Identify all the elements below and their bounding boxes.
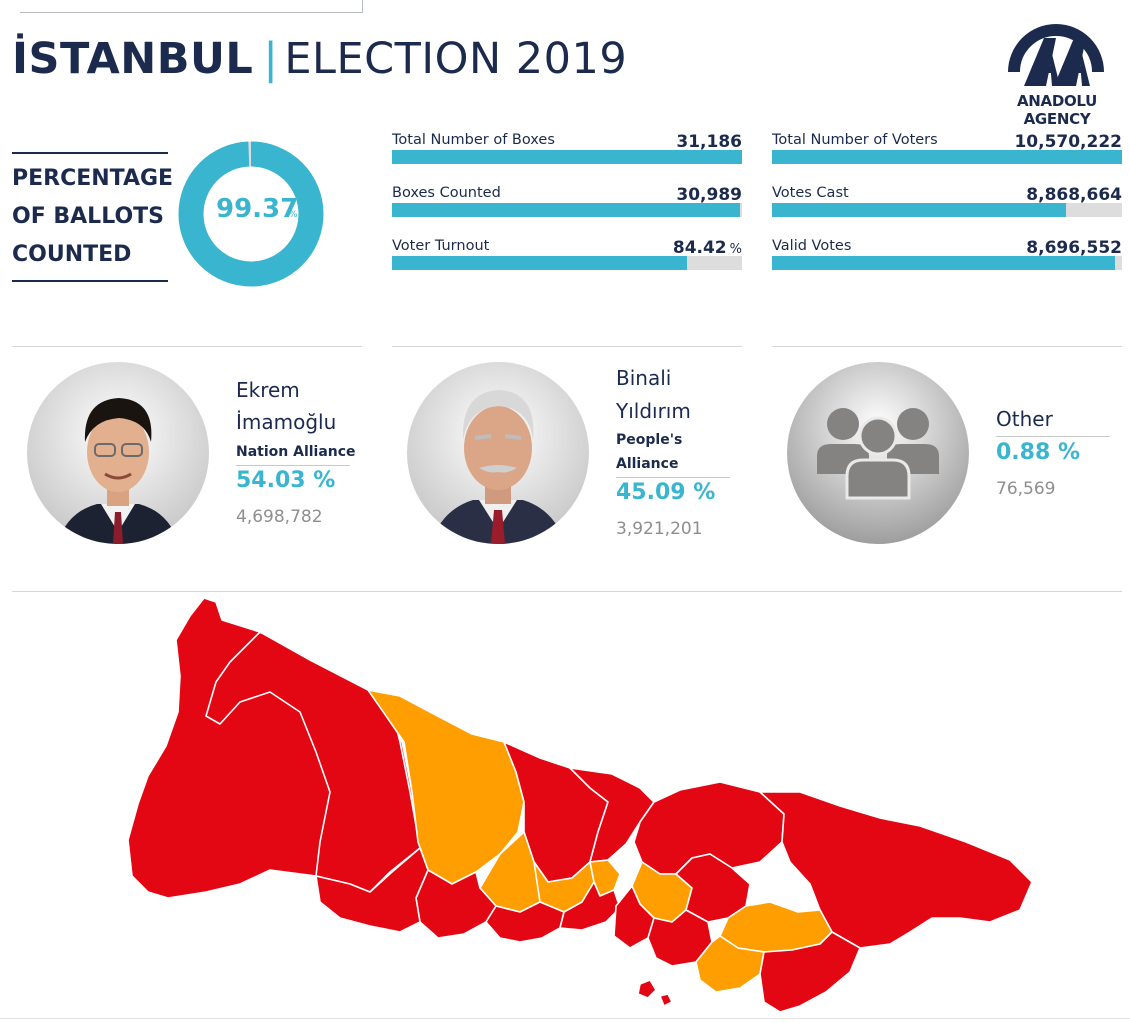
stat-label: Valid Votes xyxy=(772,238,852,254)
candidate-votes: 76,569 xyxy=(996,479,1056,499)
map-region-esenyurt xyxy=(315,847,429,933)
other-photo xyxy=(787,362,969,544)
page-title: İSTANBUL | ELECTION 2019 xyxy=(12,34,627,84)
person-portrait-icon xyxy=(407,362,589,544)
candidate-percent: 54.03 % xyxy=(236,468,336,493)
ballots-label-line1: PERCENTAGE xyxy=(12,166,174,191)
ballots-label: PERCENTAGE OF BALLOTS COUNTED xyxy=(12,152,174,282)
candidate-party: Nation Alliance xyxy=(236,444,356,460)
donut-fill xyxy=(178,141,324,287)
stat-bar-fill xyxy=(772,256,1116,270)
map-region-arnavutkoy xyxy=(367,689,525,885)
stat-value: 30,989 xyxy=(676,185,742,205)
stat-total-voters: Total Number of Voters 10,570,222 xyxy=(772,132,1122,176)
candidate-party-line2: Alliance xyxy=(616,456,679,472)
map-region-island xyxy=(637,979,657,999)
stat-value-number: 8,868,664 xyxy=(1026,185,1122,205)
map-region-south-eu-2 xyxy=(485,901,565,943)
divider xyxy=(772,346,1122,347)
stat-value: 8,868,664 xyxy=(1026,185,1122,205)
bottom-divider xyxy=(0,1018,1130,1019)
divider xyxy=(12,346,362,347)
ballots-label-line2: OF BALLOTS xyxy=(12,204,164,229)
stat-value-number: 30,989 xyxy=(676,185,742,205)
stat-boxes-counted: Boxes Counted 30,989 xyxy=(392,185,742,229)
stat-value: 84.42% xyxy=(673,238,742,258)
stat-value: 31,186 xyxy=(676,132,742,152)
stat-valid-votes: Valid Votes 8,696,552 xyxy=(772,238,1122,282)
stat-bar-fill xyxy=(392,203,740,217)
candidate-name-line1: Other xyxy=(996,407,1053,431)
stat-value: 8,696,552 xyxy=(1026,238,1122,258)
stat-label: Total Number of Voters xyxy=(772,132,938,148)
map-region-pendik xyxy=(695,935,765,993)
stat-votes-cast: Votes Cast 8,868,664 xyxy=(772,185,1122,229)
stat-bar-fill xyxy=(772,150,1122,164)
title-separator: | xyxy=(263,34,279,84)
candidate-percent: 0.88 % xyxy=(996,440,1080,465)
aa-logo-icon xyxy=(1008,24,1104,86)
candidate-name-line1: Binali xyxy=(616,366,672,390)
yildirim-photo xyxy=(407,362,589,544)
candidate-name-line1: Ekrem xyxy=(236,378,300,402)
stat-label: Votes Cast xyxy=(772,185,849,201)
group-icon xyxy=(787,362,969,544)
stat-value-number: 31,186 xyxy=(676,132,742,152)
stat-label: Voter Turnout xyxy=(392,238,490,254)
stat-total-boxes: Total Number of Boxes 31,186 xyxy=(392,132,742,176)
ballots-percent-unit: % xyxy=(289,210,298,220)
candidate-votes: 4,698,782 xyxy=(236,507,323,527)
stat-value-unit: % xyxy=(729,242,742,257)
divider xyxy=(392,346,742,347)
candidate-percent: 45.09 % xyxy=(616,480,716,505)
candidate-name-line2: Yıldırım xyxy=(616,399,691,423)
map-region-sile xyxy=(759,791,1033,949)
candidate-rule xyxy=(996,436,1110,437)
logo-text: ANADOLU AGENCY xyxy=(1016,92,1098,128)
title-subtitle: ELECTION 2019 xyxy=(284,34,628,84)
stat-value-number: 8,696,552 xyxy=(1026,238,1122,258)
anadolu-logo: ANADOLU AGENCY xyxy=(994,14,1120,128)
candidate-rule xyxy=(236,465,350,466)
stat-label: Total Number of Boxes xyxy=(392,132,555,148)
stat-value: 10,570,222 xyxy=(1014,132,1122,152)
ballots-donut xyxy=(178,141,324,287)
map-region-tuzla xyxy=(759,931,861,1013)
map-region-island-2 xyxy=(659,993,673,1007)
stat-bar xyxy=(392,256,742,270)
ballots-percent: 99.37 xyxy=(216,194,299,224)
map-region-south-eu-3 xyxy=(559,881,621,931)
stat-bar xyxy=(772,203,1122,217)
stat-bar-fill xyxy=(392,150,742,164)
stat-bar xyxy=(392,203,742,217)
stat-voter-turnout: Voter Turnout 84.42% xyxy=(392,238,742,282)
district-map xyxy=(127,597,1033,1013)
stat-bar xyxy=(392,150,742,164)
stat-value-number: 10,570,222 xyxy=(1014,132,1122,152)
imamoglu-photo xyxy=(27,362,209,544)
stat-value-number: 84.42 xyxy=(672,238,727,258)
ballots-label-line3: COUNTED xyxy=(12,242,132,267)
stat-label: Boxes Counted xyxy=(392,185,501,201)
candidate-name-line2: İmamoğlu xyxy=(236,410,337,434)
title-city: İSTANBUL xyxy=(12,34,254,84)
divider xyxy=(12,591,1122,592)
top-input-box xyxy=(20,0,363,13)
candidate-party: People's xyxy=(616,432,683,448)
person-portrait-icon xyxy=(27,362,209,544)
stat-bar xyxy=(772,150,1122,164)
candidate-rule xyxy=(616,477,730,478)
candidate-votes: 3,921,201 xyxy=(616,519,703,539)
stat-bar-fill xyxy=(392,256,688,270)
stat-bar-fill xyxy=(772,203,1066,217)
stat-bar xyxy=(772,256,1122,270)
map-region-sariyer xyxy=(569,767,655,863)
